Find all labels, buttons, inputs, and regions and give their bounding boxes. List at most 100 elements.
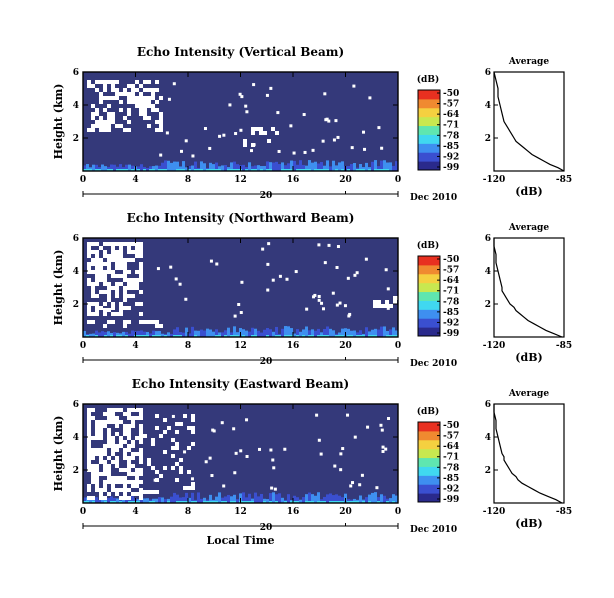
colorbar-segment [418, 116, 440, 127]
no-data-cell [127, 444, 131, 448]
echo-cell [98, 169, 101, 171]
echo-cell [155, 498, 158, 503]
no-data-cell [139, 408, 143, 412]
no-data-cell [87, 270, 91, 274]
no-data-cell [323, 261, 327, 265]
no-data-cell [123, 448, 127, 452]
no-data-cell [95, 266, 99, 270]
no-data-cell [119, 312, 123, 316]
echo-cell [83, 501, 86, 503]
echo-cell [185, 327, 188, 337]
echo-cell [308, 330, 311, 337]
no-data-cell [111, 408, 115, 412]
echo-cell [383, 326, 386, 337]
no-data-cell [115, 250, 119, 254]
no-data-cell [311, 148, 315, 152]
echo-cell [311, 494, 314, 503]
no-data-cell [111, 302, 115, 306]
echo-cell [200, 498, 203, 503]
no-data-cell [123, 468, 127, 472]
date-tick-label: 20 [260, 523, 273, 533]
echo-cell [299, 160, 302, 171]
echo-cell [371, 161, 374, 171]
echo-cell [209, 162, 212, 171]
echo-cell [353, 501, 356, 503]
echo-cell [368, 169, 371, 171]
echo-cell [221, 165, 224, 171]
no-data-cell [119, 420, 123, 424]
no-data-cell [143, 104, 147, 108]
echo-cell [383, 169, 386, 171]
no-data-cell [119, 108, 123, 112]
echo-cell [293, 333, 296, 337]
echo-cell [104, 332, 107, 337]
no-data-cell [270, 486, 274, 490]
no-data-cell [172, 82, 176, 86]
echo-cell [245, 169, 248, 171]
colorbar-segment [418, 475, 440, 485]
no-data-cell [91, 452, 95, 456]
no-data-cell [127, 306, 131, 310]
no-data-cell [111, 112, 115, 116]
date-tick-label: 20 [260, 357, 273, 367]
echo-cell [176, 169, 179, 171]
profile-x-label: (dB) [515, 185, 542, 198]
echo-cell [224, 164, 227, 171]
no-data-cell [127, 412, 131, 416]
no-data-cell [123, 412, 127, 416]
no-data-cell [151, 88, 155, 92]
echo-cell [248, 493, 251, 503]
echo-cell [158, 165, 161, 171]
no-data-cell [107, 492, 111, 496]
no-data-cell [99, 258, 103, 262]
no-data-cell [123, 274, 127, 278]
x-tick-label: 0 [80, 507, 86, 517]
no-data-cell [111, 484, 115, 488]
no-data-cell [95, 108, 99, 112]
no-data-cell [239, 128, 243, 132]
no-data-cell [375, 300, 379, 304]
no-data-cell [127, 92, 131, 96]
no-data-cell [115, 258, 119, 262]
no-data-cell [139, 274, 143, 278]
echo-cell [332, 160, 335, 171]
echo-cell [152, 169, 155, 171]
echo-cell [86, 169, 89, 171]
no-data-cell [95, 472, 99, 476]
no-data-cell [143, 80, 147, 84]
date-label: Dec 2010 [410, 359, 457, 369]
no-data-cell [95, 476, 99, 480]
echo-cell [296, 329, 299, 337]
profile-title: Average [508, 389, 549, 399]
echo-cell [143, 498, 146, 503]
no-data-cell [107, 124, 111, 128]
echo-cell [371, 329, 374, 337]
echo-cell [203, 501, 206, 503]
no-data-cell [240, 95, 244, 99]
echo-cell [86, 497, 89, 503]
no-data-cell [115, 294, 119, 298]
no-data-cell [99, 460, 103, 464]
no-data-cell [115, 124, 119, 128]
echo-cell [98, 499, 101, 503]
echo-cell [365, 497, 368, 503]
no-data-cell [95, 484, 99, 488]
no-data-cell [119, 274, 123, 278]
no-data-cell [218, 134, 222, 138]
echo-cell [113, 497, 116, 503]
no-data-cell [127, 408, 131, 412]
echo-cell [299, 331, 302, 337]
no-data-cell [147, 116, 151, 120]
no-data-cell [276, 111, 280, 115]
no-data-cell [99, 290, 103, 294]
echo-cell [209, 501, 212, 503]
echo-cell [179, 169, 182, 171]
no-data-cell [204, 460, 208, 464]
no-data-cell [119, 262, 123, 266]
no-data-cell [91, 116, 95, 120]
no-data-cell [107, 308, 111, 312]
echo-cell [266, 169, 269, 171]
no-data-cell [131, 282, 135, 286]
no-data-cell [183, 414, 187, 418]
colorbar-segment [418, 493, 440, 503]
